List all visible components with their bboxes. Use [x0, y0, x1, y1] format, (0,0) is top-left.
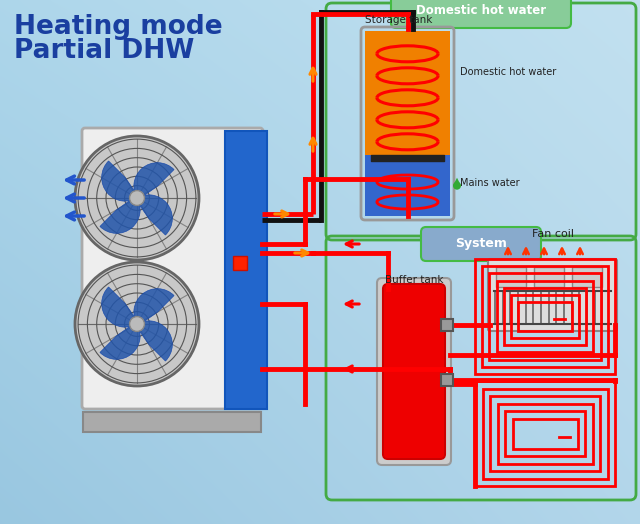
Bar — [365, 155, 450, 216]
Circle shape — [453, 182, 461, 190]
Bar — [441, 319, 453, 331]
Circle shape — [129, 191, 145, 205]
Wedge shape — [135, 321, 172, 361]
Text: System: System — [455, 237, 507, 250]
Wedge shape — [100, 196, 140, 233]
FancyBboxPatch shape — [384, 285, 444, 458]
Bar — [225, 131, 267, 409]
Text: Heating mode: Heating mode — [14, 14, 223, 40]
Text: Storage tank: Storage tank — [365, 15, 433, 25]
Wedge shape — [134, 289, 174, 326]
Bar — [497, 403, 593, 464]
FancyBboxPatch shape — [82, 128, 263, 409]
Polygon shape — [453, 178, 461, 185]
Bar — [504, 288, 586, 345]
Text: Mains water: Mains water — [460, 178, 520, 188]
Wedge shape — [100, 322, 140, 359]
Bar — [518, 302, 572, 331]
Wedge shape — [135, 195, 172, 235]
Bar — [441, 374, 453, 386]
Circle shape — [75, 262, 199, 386]
Text: Fan coil: Fan coil — [531, 229, 573, 239]
Wedge shape — [102, 287, 139, 327]
Bar — [497, 280, 593, 353]
Bar — [482, 266, 608, 367]
FancyBboxPatch shape — [488, 259, 617, 331]
Bar — [475, 259, 615, 374]
Bar — [83, 412, 261, 432]
Bar — [490, 396, 600, 471]
Bar — [475, 381, 615, 486]
Circle shape — [75, 136, 199, 260]
Text: Buffer tank: Buffer tank — [385, 275, 444, 285]
FancyBboxPatch shape — [383, 284, 445, 459]
Bar — [490, 274, 600, 359]
Text: Domestic hot water: Domestic hot water — [460, 67, 556, 77]
Bar — [365, 31, 450, 157]
Bar — [534, 267, 564, 287]
Bar — [511, 295, 579, 338]
FancyBboxPatch shape — [391, 0, 571, 28]
Bar — [572, 267, 602, 287]
Bar — [483, 388, 607, 478]
FancyBboxPatch shape — [421, 227, 541, 261]
Circle shape — [129, 316, 145, 332]
Bar — [513, 419, 577, 449]
Text: Partial DHW: Partial DHW — [14, 38, 195, 64]
Bar — [496, 267, 526, 287]
Wedge shape — [102, 161, 139, 201]
Wedge shape — [134, 162, 174, 200]
FancyBboxPatch shape — [377, 278, 451, 465]
Text: Domestic hot water: Domestic hot water — [416, 5, 546, 17]
Bar — [505, 411, 585, 456]
Bar — [233, 256, 247, 270]
